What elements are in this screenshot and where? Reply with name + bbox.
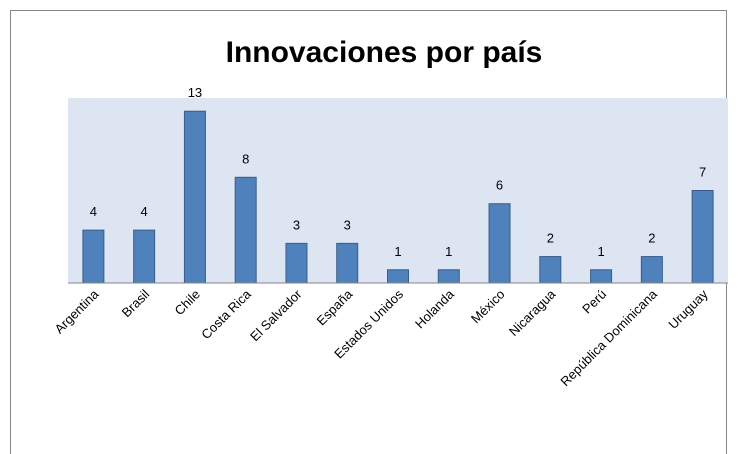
bar [691,190,714,284]
bar [640,256,663,284]
data-label: 2 [648,231,655,246]
plot-area [68,98,728,283]
bar [387,269,409,284]
data-label: 4 [141,204,148,219]
data-label: 6 [496,178,503,193]
bar [82,229,105,284]
data-label: 1 [394,244,401,259]
bar [488,203,511,284]
bar [590,269,613,284]
data-label: 3 [293,217,300,232]
data-label: 1 [597,244,604,259]
data-label: 2 [547,231,554,246]
data-label: 3 [344,217,351,232]
bar [183,110,206,284]
data-label: 13 [188,85,202,100]
data-label: 4 [90,204,97,219]
bar [539,256,562,284]
chart-title: Innovaciones por país [226,36,543,69]
bar [437,269,460,284]
data-label: 1 [445,244,452,259]
bar [336,242,359,284]
bar [234,176,257,284]
bar [285,242,308,284]
data-label: 8 [242,151,249,166]
bar [133,229,156,284]
data-label: 7 [699,165,706,180]
